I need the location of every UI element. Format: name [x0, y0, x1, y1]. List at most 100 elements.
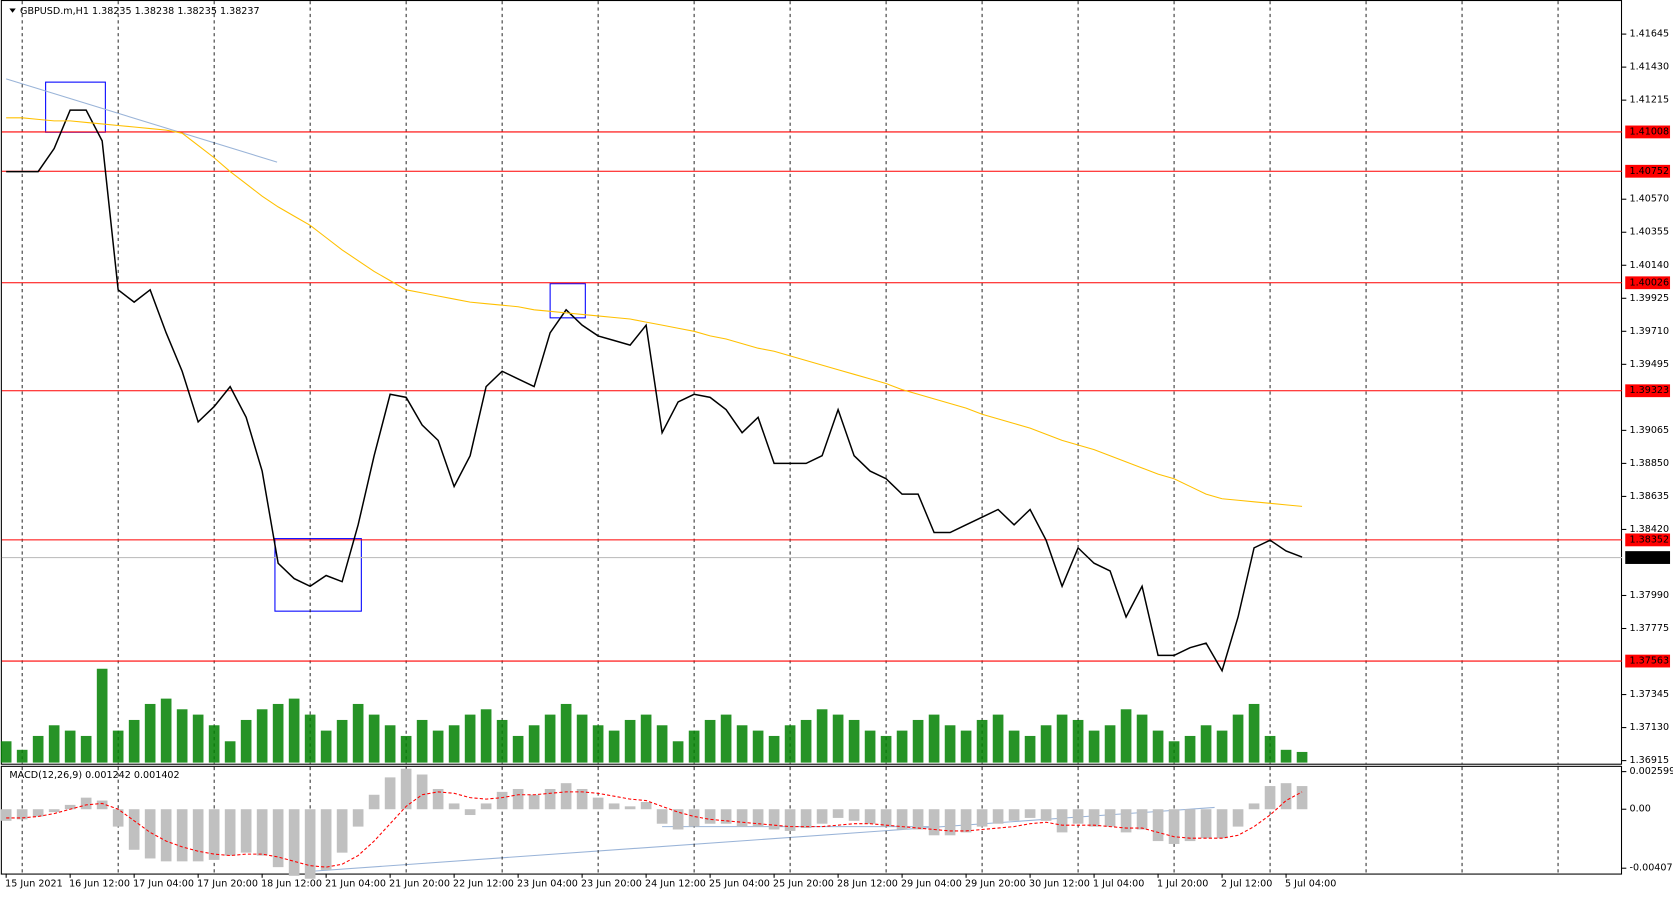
- volume-bar: [0, 741, 12, 763]
- macd-bar: [288, 809, 300, 876]
- macd-bar: [912, 809, 924, 830]
- volume-bar: [1088, 730, 1100, 763]
- volume-bar: [1056, 714, 1068, 763]
- macd-bar: [944, 809, 956, 836]
- volume-bar: [176, 709, 188, 763]
- macd-bar: [80, 797, 92, 810]
- y-tick-label: 0.002599: [1630, 766, 1673, 777]
- x-tick-label: 18 Jun 12:00: [261, 879, 322, 890]
- volume-bar: [816, 709, 828, 763]
- volume-bar: [256, 709, 268, 763]
- volume-bar: [560, 703, 572, 763]
- volume-bar: [768, 735, 780, 763]
- volume-bar: [1232, 714, 1244, 763]
- x-tick-label: 25 Jun 20:00: [773, 879, 834, 890]
- macd-bar: [976, 809, 988, 827]
- x-tick-label: 17 Jun 20:00: [197, 879, 258, 890]
- macd-bar: [784, 809, 796, 831]
- macd-bar: [1008, 809, 1020, 821]
- y-tick-label: 1.36915: [1630, 755, 1670, 766]
- volume-bar: [480, 709, 492, 763]
- macd-bar: [1040, 809, 1052, 821]
- level-label-box: [1625, 125, 1671, 139]
- volume-bar: [128, 719, 140, 763]
- level-label-box: [1625, 654, 1671, 668]
- macd-bar: [624, 806, 636, 810]
- x-tick-label: 22 Jun 12:00: [453, 879, 514, 890]
- y-tick-label: 0.00: [1630, 804, 1651, 815]
- y-tick-label: 1.37990: [1630, 590, 1670, 601]
- macd-bar: [496, 791, 508, 810]
- macd-title: MACD(12,26,9) 0.001242 0.001402: [9, 770, 179, 781]
- level-label: 1.38352: [1630, 534, 1670, 545]
- y-tick-label: 1.39495: [1630, 359, 1670, 370]
- volume-bar: [1200, 725, 1212, 763]
- volume-bar: [80, 735, 92, 763]
- volume-bar: [192, 714, 204, 763]
- macd-bar: [208, 809, 220, 860]
- macd-bar: [1152, 809, 1164, 842]
- macd-bar: [816, 809, 828, 824]
- macd-bar: [1280, 783, 1292, 810]
- volume-bar: [1040, 725, 1052, 763]
- volume-bar: [672, 741, 684, 763]
- price-line: [6, 109, 1303, 673]
- macd-bar: [320, 809, 332, 871]
- volume-bar: [864, 730, 876, 763]
- volume-bar: [1248, 703, 1260, 763]
- y-tick-label: 1.38420: [1630, 524, 1670, 535]
- volume-bar: [16, 749, 28, 763]
- volume-bar: [736, 725, 748, 763]
- macd-bar: [528, 794, 540, 810]
- volume-bar: [144, 703, 156, 763]
- volume-bar: [1072, 719, 1084, 763]
- menu-arrow[interactable]: [9, 8, 16, 13]
- volume-bar: [912, 719, 924, 763]
- volume-bar: [992, 714, 1004, 763]
- x-tick-label: 5 Jul 04:00: [1285, 879, 1336, 890]
- price-pane: [0, 0, 1623, 765]
- level-label: 1.39323: [1630, 385, 1670, 396]
- volume-bar: [352, 703, 364, 763]
- volume-bar: [928, 714, 940, 763]
- macd-bar: [32, 809, 44, 817]
- volume-bar: [624, 719, 636, 763]
- level-label-box: [1625, 384, 1671, 398]
- y-tick-label: 1.41430: [1630, 62, 1670, 73]
- macd-bar: [176, 809, 188, 862]
- macd-bar: [64, 804, 76, 810]
- volume-bar: [608, 730, 620, 763]
- macd-bar: [848, 809, 860, 821]
- macd-bar: [1168, 809, 1180, 844]
- trend-line: [6, 78, 278, 163]
- x-tick-label: 17 Jun 04:00: [133, 879, 194, 890]
- y-tick-label: 1.38635: [1630, 491, 1670, 502]
- volume-bar: [752, 730, 764, 763]
- level-label: 1.37563: [1630, 656, 1670, 667]
- volume-bar: [896, 730, 908, 763]
- x-tick-label: 1 Jul 20:00: [1157, 879, 1208, 890]
- macd-bar: [992, 809, 1004, 824]
- volume-bar: [320, 730, 332, 763]
- y-tick-label: 1.40140: [1630, 260, 1670, 271]
- signal-line: [6, 791, 1303, 868]
- macd-bar: [336, 809, 348, 853]
- volume-bar: [32, 735, 44, 763]
- volume-bar: [112, 730, 124, 763]
- macd-bar: [960, 809, 972, 833]
- macd-bar: [1264, 786, 1276, 810]
- volume-bar: [304, 714, 316, 763]
- macd-bar: [688, 809, 700, 827]
- volume-bar: [592, 725, 604, 763]
- y-tick-label: 1.39065: [1630, 425, 1670, 436]
- volume-bar: [784, 725, 796, 763]
- y-tick-label: 1.40570: [1630, 194, 1670, 205]
- volume-bar: [976, 719, 988, 763]
- level-label-box: [1625, 164, 1671, 178]
- volume-bar: [848, 719, 860, 763]
- macd-bar: [512, 788, 524, 810]
- y-tick-label: 1.41215: [1630, 95, 1670, 106]
- macd-bar: [592, 797, 604, 810]
- macd-bar: [224, 809, 236, 856]
- macd-bar: [864, 809, 876, 824]
